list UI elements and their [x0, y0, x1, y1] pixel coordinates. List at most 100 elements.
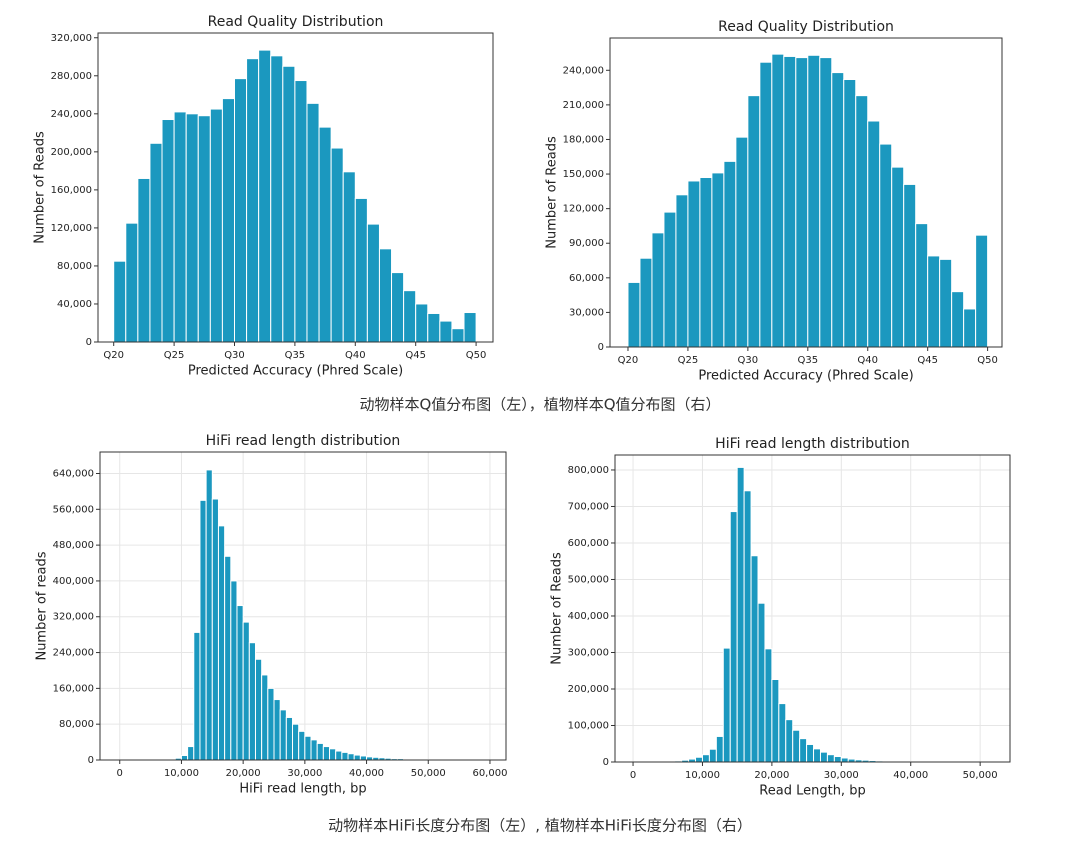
y-tick-label: 160,000: [53, 683, 94, 694]
x-tick-label: Q40: [345, 350, 366, 361]
bar: [125, 222, 139, 343]
bar: [294, 80, 308, 343]
bar: [322, 746, 331, 761]
y-tick-label: 240,000: [51, 109, 92, 120]
bar: [463, 312, 477, 343]
bar: [723, 160, 737, 348]
x-axis-label: Predicted Accuracy (Phred Scale): [188, 364, 403, 379]
bar: [903, 183, 917, 348]
x-tick-label: 10,000: [164, 768, 199, 779]
bar: [217, 525, 226, 761]
bar: [879, 143, 893, 348]
bar: [687, 180, 701, 348]
bar: [335, 750, 343, 761]
bar: [639, 257, 653, 348]
x-tick-label: Q20: [618, 355, 639, 366]
x-tick-label: Q30: [224, 350, 245, 361]
y-tick-label: 400,000: [53, 576, 94, 587]
bar: [330, 147, 344, 343]
plot-frame: [99, 451, 507, 761]
bar: [826, 754, 835, 763]
bar: [254, 658, 263, 761]
y-tick-label: 0: [598, 342, 604, 353]
bar: [316, 742, 324, 761]
bar: [221, 98, 235, 343]
y-tick-label: 180,000: [563, 134, 604, 145]
chart-title: Read Quality Distribution: [718, 19, 894, 35]
y-tick-label: 90,000: [569, 238, 604, 249]
y-tick-label: 120,000: [51, 223, 92, 234]
plot-frame: [614, 454, 1011, 763]
bar: [819, 57, 833, 348]
y-axis-label: Number of Reads: [33, 131, 48, 244]
bar: [722, 647, 731, 763]
bar: [771, 53, 785, 348]
bar: [675, 194, 689, 348]
bar: [833, 756, 842, 763]
y-tick-label: 240,000: [563, 65, 604, 76]
bar: [113, 260, 127, 343]
bar: [261, 674, 269, 761]
bar: [187, 746, 195, 761]
x-axis-label: Predicted Accuracy (Phred Scale): [698, 369, 913, 384]
bar: [939, 258, 953, 348]
x-axis-label: HiFi read length, bp: [239, 782, 366, 797]
bar: [695, 756, 703, 763]
bar: [799, 738, 808, 763]
y-tick-label: 640,000: [53, 468, 94, 479]
bar: [282, 65, 296, 343]
bar: [403, 290, 417, 343]
y-tick-label: 200,000: [51, 147, 92, 158]
bar: [807, 54, 821, 348]
bar: [795, 57, 809, 348]
bar: [310, 739, 318, 761]
bar: [701, 754, 710, 763]
y-tick-label: 0: [603, 757, 609, 768]
bar: [246, 58, 260, 343]
bar: [378, 248, 393, 343]
bar: [224, 555, 232, 761]
y-tick-label: 320,000: [51, 33, 92, 44]
bar: [651, 232, 665, 348]
bar: [792, 729, 801, 763]
bar: [711, 172, 725, 348]
bar: [813, 748, 821, 763]
bar: [867, 120, 881, 348]
y-tick-label: 160,000: [51, 185, 92, 196]
bar: [318, 126, 332, 343]
bar: [764, 648, 773, 763]
chart-title: HiFi read length distribution: [206, 433, 401, 449]
bar: [273, 699, 281, 761]
bar: [750, 555, 759, 763]
bar: [193, 631, 201, 761]
y-tick-label: 800,000: [568, 465, 609, 476]
bar: [185, 113, 199, 343]
bar: [759, 61, 773, 348]
bar: [211, 498, 219, 761]
bar: [927, 255, 941, 348]
plot-frame: [609, 37, 1003, 348]
bar: [757, 602, 766, 763]
bar: [663, 211, 677, 348]
y-tick-label: 560,000: [53, 504, 94, 515]
bar: [230, 580, 238, 761]
y-tick-label: 150,000: [563, 169, 604, 180]
bar: [735, 136, 749, 348]
bar: [915, 223, 929, 348]
bar: [298, 730, 306, 761]
bar: [891, 166, 905, 348]
bar: [415, 303, 429, 343]
x-tick-label: Q50: [977, 355, 998, 366]
x-tick-label: Q45: [917, 355, 938, 366]
x-tick-label: Q35: [285, 350, 306, 361]
bar: [258, 49, 272, 343]
bar: [199, 499, 207, 761]
bar: [963, 308, 977, 348]
x-tick-label: Q50: [466, 350, 487, 361]
y-axis-label: Number of reads: [35, 551, 50, 660]
bar: [806, 743, 815, 763]
x-tick-label: Q25: [678, 355, 699, 366]
bar: [627, 281, 641, 348]
x-tick-label: 30,000: [824, 770, 859, 781]
y-tick-label: 280,000: [51, 71, 92, 82]
